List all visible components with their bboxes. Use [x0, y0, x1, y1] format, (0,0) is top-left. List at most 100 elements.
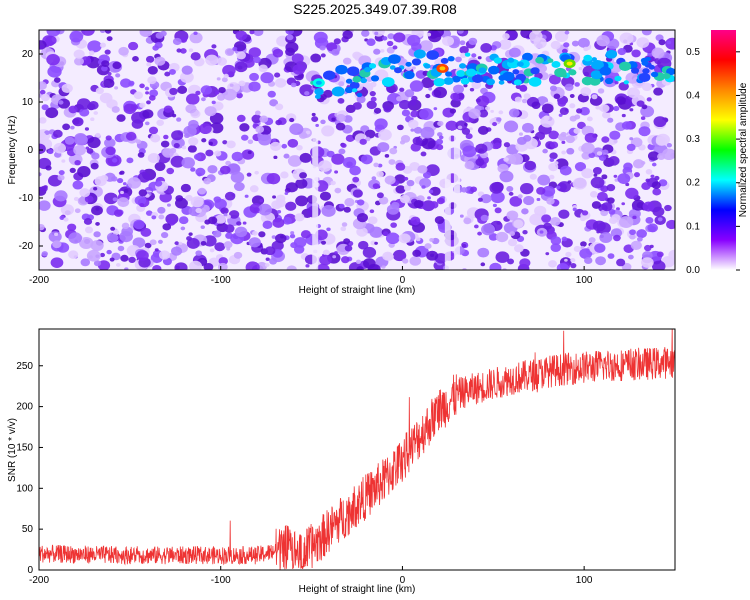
noise-blob	[369, 91, 376, 97]
signal-blob	[388, 54, 401, 65]
noise-blob	[177, 85, 188, 95]
noise-blob	[188, 48, 194, 53]
noise-blob	[492, 122, 497, 127]
noise-blob	[401, 109, 411, 117]
noise-blob	[68, 232, 83, 244]
noise-blob	[330, 180, 336, 186]
noise-blob	[640, 116, 646, 120]
noise-blob	[133, 219, 145, 230]
noise-blob	[147, 153, 160, 164]
noise-blob	[572, 177, 587, 190]
noise-blob	[666, 143, 673, 148]
noise-blob	[260, 72, 274, 84]
noise-blob	[170, 155, 185, 168]
noise-blob	[601, 202, 613, 212]
signal-blob	[488, 65, 500, 75]
noise-blob	[281, 143, 288, 149]
noise-blob	[519, 84, 528, 92]
noise-blob	[654, 175, 660, 181]
noise-blob	[428, 87, 433, 91]
noise-blob	[619, 216, 634, 229]
noise-blob	[578, 66, 583, 71]
colorbar-tick-label: 0.2	[686, 178, 700, 189]
noise-blob	[262, 220, 273, 229]
noise-blob	[76, 98, 91, 110]
noise-blob	[514, 96, 522, 103]
noise-blob	[457, 30, 464, 34]
noise-blob	[629, 108, 634, 112]
noise-blob	[246, 172, 252, 177]
noise-blob	[531, 101, 541, 109]
noise-blob	[313, 31, 328, 44]
noise-blob	[91, 205, 103, 216]
noise-blob	[226, 247, 231, 251]
noise-blob	[668, 249, 675, 261]
colorbar-ticks: 0.0 0.1 0.2 0.3 0.4 0.5	[686, 47, 740, 276]
noise-blob	[95, 87, 104, 95]
noise-blob	[284, 192, 289, 196]
noise-blob	[253, 207, 260, 213]
noise-blob	[597, 88, 605, 94]
noise-blob	[247, 139, 254, 145]
noise-blob	[128, 41, 139, 51]
noise-blob	[384, 175, 396, 185]
noise-blob	[46, 54, 60, 66]
noise-blob	[79, 236, 94, 249]
noise-blob	[399, 140, 406, 145]
noise-blob	[193, 153, 202, 160]
noise-blob	[459, 45, 469, 54]
noise-blob	[183, 125, 197, 137]
noise-blob	[41, 104, 49, 111]
snr-y-axis-title: SNR (10 * v/v)	[7, 418, 18, 482]
noise-blob	[558, 113, 563, 117]
noise-blob	[665, 37, 675, 50]
noise-blob	[382, 251, 394, 261]
noise-blob	[39, 45, 45, 49]
noise-blob	[285, 47, 296, 56]
noise-blob	[87, 40, 102, 53]
noise-blob	[208, 141, 213, 146]
noise-blob	[433, 107, 438, 111]
colorbar-gradient	[711, 30, 736, 270]
noise-blob	[565, 251, 572, 258]
noise-blob	[509, 153, 524, 165]
noise-blob	[488, 233, 499, 241]
noise-blob	[369, 226, 383, 238]
noise-blob	[358, 240, 369, 250]
noise-blob	[611, 214, 621, 223]
x-tick-label: 0	[400, 275, 406, 286]
noise-blob	[569, 93, 575, 98]
signal-blob	[349, 81, 360, 90]
noise-blob	[341, 222, 348, 227]
noise-blob	[321, 240, 327, 245]
noise-blob	[338, 203, 345, 209]
noise-blob	[236, 221, 242, 226]
noise-blob	[459, 214, 464, 218]
signal-blob	[662, 73, 671, 79]
noise-blob	[381, 265, 386, 269]
noise-blob	[213, 196, 222, 203]
noise-blob	[492, 203, 497, 208]
noise-blob	[207, 165, 218, 174]
noise-blob	[471, 80, 482, 90]
noise-blob	[104, 49, 111, 55]
noise-blob	[352, 189, 363, 198]
noise-blob	[424, 243, 432, 250]
noise-blob	[311, 112, 316, 117]
noise-blob	[409, 80, 424, 92]
noise-blob	[224, 224, 235, 233]
noise-blob	[291, 53, 304, 64]
noise-blob	[106, 36, 113, 42]
noise-blob	[104, 138, 116, 148]
noise-blob	[86, 249, 101, 262]
noise-blob	[39, 143, 46, 155]
signal-blob	[507, 57, 515, 63]
y-tick-label: 100	[16, 483, 33, 494]
noise-blob	[572, 207, 577, 212]
noise-blob	[146, 100, 151, 105]
noise-blob	[576, 108, 583, 114]
noise-blob	[104, 30, 112, 34]
noise-blob	[436, 138, 444, 145]
noise-blob	[128, 256, 136, 264]
